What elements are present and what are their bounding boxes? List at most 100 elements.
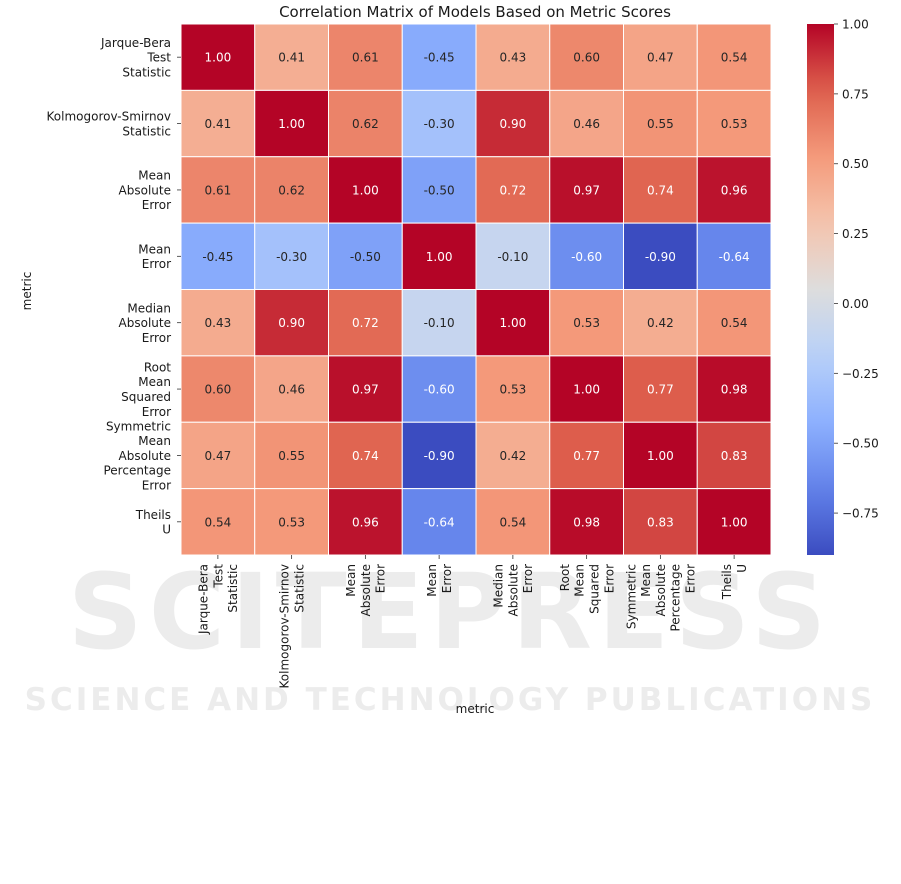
column-tick-label: Absolute xyxy=(359,564,373,616)
heatmap-cell xyxy=(549,89,624,158)
heatmap-cell xyxy=(475,89,551,158)
cell-value-label: 0.98 xyxy=(721,383,748,397)
cell-value-label: -0.30 xyxy=(276,250,307,264)
cell-value-label: 0.46 xyxy=(573,117,600,131)
row-tick-label: Absolute xyxy=(119,183,171,197)
cell-value-label: 0.62 xyxy=(278,183,305,197)
cell-value-label: 0.54 xyxy=(205,515,232,529)
cell-value-label: 1.00 xyxy=(426,250,453,264)
row-tick-label: Error xyxy=(142,479,171,493)
cell-value-label: -0.45 xyxy=(202,250,233,264)
cell-value-label: 0.43 xyxy=(205,316,232,330)
heatmap-cell xyxy=(475,488,551,556)
heatmap-cell xyxy=(254,355,329,423)
colorbar-tick-label: −0.25 xyxy=(842,367,879,381)
heatmap-cell xyxy=(696,222,772,291)
column-tick-label: Squared xyxy=(588,564,602,614)
column-tick-label: Mean xyxy=(573,564,587,597)
cell-value-label: 0.72 xyxy=(500,183,527,197)
heatmap-cell xyxy=(180,355,256,423)
heatmap-annotations: 1.00 0.41 0.61 -0.45 0.43 0.60 0.47 0.54 0.41 1.0… xyxy=(202,51,749,530)
x-axis-title: metric xyxy=(456,702,495,716)
cell-value-label: 0.61 xyxy=(205,183,232,197)
heatmap-cell xyxy=(401,289,477,357)
cell-value-label: 0.90 xyxy=(278,316,305,330)
heatmap-cell xyxy=(623,156,698,224)
cell-value-label: -0.45 xyxy=(424,51,455,65)
cell-value-label: 0.97 xyxy=(573,183,600,197)
cell-value-label: -0.90 xyxy=(424,449,455,463)
heatmap-cell xyxy=(328,89,403,158)
heatmap-cell xyxy=(475,421,551,490)
cell-value-label: -0.90 xyxy=(645,250,676,264)
heatmap-cell xyxy=(549,421,624,490)
cell-value-label: 0.47 xyxy=(647,51,674,65)
row-tick-label: Symmetric xyxy=(106,419,171,433)
cell-value-label: 0.60 xyxy=(205,383,232,397)
colorbar-tick-label: −0.75 xyxy=(842,507,879,521)
cell-value-label: 0.55 xyxy=(647,117,674,131)
cell-value-label: 0.74 xyxy=(352,449,379,463)
row-tick-label: Mean xyxy=(138,242,171,256)
cell-value-label: -0.60 xyxy=(571,250,602,264)
heatmap-cell xyxy=(696,488,772,556)
cell-value-label: 0.54 xyxy=(721,51,748,65)
row-tick-label: Absolute xyxy=(119,449,171,463)
cell-value-label: -0.50 xyxy=(424,183,455,197)
cell-value-label: 0.77 xyxy=(573,449,600,463)
heatmap-cell xyxy=(475,289,551,357)
colorbar-tick-label: 0.75 xyxy=(842,87,869,101)
cell-value-label: 0.83 xyxy=(721,449,748,463)
cell-value-label: -0.60 xyxy=(424,383,455,397)
cell-value-label: 1.00 xyxy=(352,183,379,197)
chart-title: Correlation Matrix of Models Based on Me… xyxy=(279,3,671,21)
row-tick-label: Error xyxy=(142,331,171,345)
cell-value-label: 1.00 xyxy=(500,316,527,330)
heatmap-cells xyxy=(180,23,772,556)
cell-value-label: -0.50 xyxy=(350,250,381,264)
heatmap-cell xyxy=(475,355,551,423)
cell-value-label: -0.10 xyxy=(424,316,455,330)
heatmap-cell xyxy=(254,222,329,291)
cell-value-label: 0.62 xyxy=(352,117,379,131)
cell-value-label: 0.53 xyxy=(573,316,600,330)
heatmap-cell xyxy=(549,222,624,291)
column-tick-label: Symmetric xyxy=(624,564,638,629)
cell-value-label: 0.55 xyxy=(278,449,305,463)
column-tick-label: Absolute xyxy=(654,564,668,616)
column-tick-label: Root xyxy=(558,564,572,591)
heatmap-cell xyxy=(401,23,477,91)
column-tick-label: Error xyxy=(374,564,388,593)
colorbar-tick-label: −0.50 xyxy=(842,437,879,451)
cell-value-label: -0.10 xyxy=(497,250,528,264)
cell-value-label: 0.41 xyxy=(278,51,305,65)
cell-value-label: 0.72 xyxy=(352,316,379,330)
column-tick-label: Error xyxy=(521,564,535,593)
cell-value-label: 0.53 xyxy=(500,383,527,397)
heatmap-cell xyxy=(401,488,477,556)
column-tick-label: Theils xyxy=(720,564,734,600)
heatmap-cell xyxy=(328,289,403,357)
heatmap-cell xyxy=(623,488,698,556)
row-tick-label: Test xyxy=(146,51,171,65)
cell-value-label: 0.54 xyxy=(721,316,748,330)
row-tick-label: Root xyxy=(144,360,171,374)
cell-value-label: -0.64 xyxy=(424,515,455,529)
column-tick-label: Test xyxy=(211,564,225,589)
heatmap-cell xyxy=(180,488,256,556)
cell-value-label: 0.53 xyxy=(278,515,305,529)
row-tick-label: Error xyxy=(142,257,171,271)
cell-value-label: 1.00 xyxy=(647,449,674,463)
row-tick-label: Mean xyxy=(138,375,171,389)
colorbar-tick-label: 0.00 xyxy=(842,297,869,311)
column-tick-label: Absolute xyxy=(506,564,520,616)
y-axis-title: metric xyxy=(20,272,34,311)
cell-value-label: 1.00 xyxy=(573,383,600,397)
column-tick-label: Mean xyxy=(639,564,653,597)
row-tick-label: Statistic xyxy=(122,124,171,138)
column-tick-label: Statistic xyxy=(226,564,240,613)
column-tick-label: Mean xyxy=(344,564,358,597)
heatmap-cell xyxy=(623,421,698,490)
row-tick-label: Error xyxy=(142,405,171,419)
